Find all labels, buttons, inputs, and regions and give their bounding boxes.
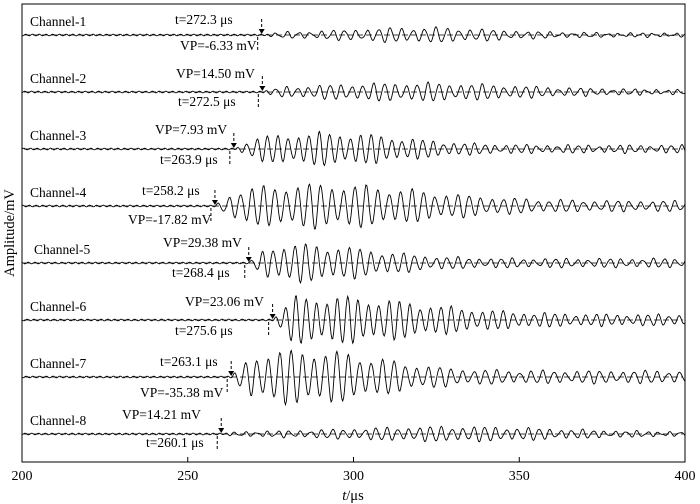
channel-label: Channel-5	[34, 242, 90, 257]
onset-arrow-icon	[230, 143, 237, 148]
peak-voltage-label: VP=-35.38 mV	[140, 385, 224, 400]
onset-arrow-icon	[245, 257, 252, 262]
onset-arrow-icon	[218, 428, 225, 433]
onset-arrow-icon	[211, 200, 218, 205]
peak-voltage-label: VP=7.93 mV	[155, 122, 227, 137]
channel-label: Channel-2	[30, 71, 86, 86]
y-axis-label: Amplitude/mV	[2, 189, 18, 277]
peak-voltage-label: VP=-17.82 mV	[128, 212, 212, 227]
arrival-time-label: t=275.6 μs	[175, 323, 233, 338]
onset-arrow-icon	[258, 29, 265, 34]
arrival-time-label: t=272.5 μs	[178, 94, 236, 109]
peak-voltage-label: VP=-6.33 mV	[180, 38, 257, 53]
x-tick-label: 250	[177, 469, 198, 484]
x-axis-ticks: 200 250 300 350 400	[12, 457, 696, 484]
channel-label: Channel-1	[30, 14, 86, 29]
waveform-4	[21, 183, 686, 230]
traces-layer	[21, 26, 686, 443]
channel-label: Channel-4	[30, 185, 86, 200]
waveform-2	[21, 81, 686, 102]
arrival-time-label: t=272.3 μs	[175, 12, 233, 27]
waveform-3	[21, 130, 686, 167]
waveform-5	[21, 243, 686, 285]
arrival-time-label: t=263.9 μs	[160, 152, 218, 167]
waveform-6	[21, 294, 686, 345]
waveform-7	[21, 349, 686, 407]
onset-arrow-icon	[259, 86, 266, 91]
peak-voltage-label: VP=23.06 mV	[185, 294, 264, 309]
arrival-time-label: t=260.1 μs	[146, 435, 204, 450]
x-axis-label: t/μs	[342, 488, 364, 504]
onset-arrow-icon	[228, 371, 235, 376]
x-tick-label: 200	[12, 469, 33, 484]
channel-label: Channel-3	[30, 128, 86, 143]
peak-voltage-label: VP=14.21 mV	[122, 407, 201, 422]
channel-label: Channel-6	[30, 299, 86, 314]
peak-voltage-label: VP=14.50 mV	[176, 66, 255, 81]
arrival-time-label: t=268.4 μs	[172, 265, 230, 280]
x-tick-label: 400	[675, 469, 696, 484]
annotations-layer: Channel-1 VP=-6.33 mV t=272.3 μs Channel-2 V…	[30, 12, 276, 450]
arrival-time-label: t=263.1 μs	[160, 354, 218, 369]
channel-label: Channel-8	[30, 413, 86, 428]
x-tick-label: 350	[509, 469, 530, 484]
channel-label: Channel-7	[30, 356, 86, 371]
peak-voltage-label: VP=29.38 mV	[163, 235, 242, 250]
x-tick-label: 300	[343, 469, 364, 484]
waveform-1	[22, 26, 686, 44]
onset-arrow-icon	[269, 314, 276, 319]
waveform-8	[21, 425, 686, 443]
arrival-time-label: t=258.2 μs	[142, 183, 200, 198]
